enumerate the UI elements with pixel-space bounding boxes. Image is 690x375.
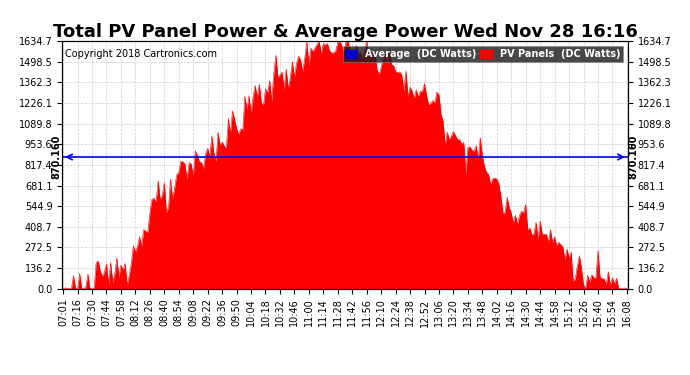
Text: 870.160: 870.160 bbox=[629, 135, 638, 179]
Title: Total PV Panel Power & Average Power Wed Nov 28 16:16: Total PV Panel Power & Average Power Wed… bbox=[52, 23, 638, 41]
Text: 870.160: 870.160 bbox=[52, 135, 61, 179]
Text: Copyright 2018 Cartronics.com: Copyright 2018 Cartronics.com bbox=[65, 49, 217, 58]
Legend: Average  (DC Watts), PV Panels  (DC Watts): Average (DC Watts), PV Panels (DC Watts) bbox=[342, 46, 623, 62]
